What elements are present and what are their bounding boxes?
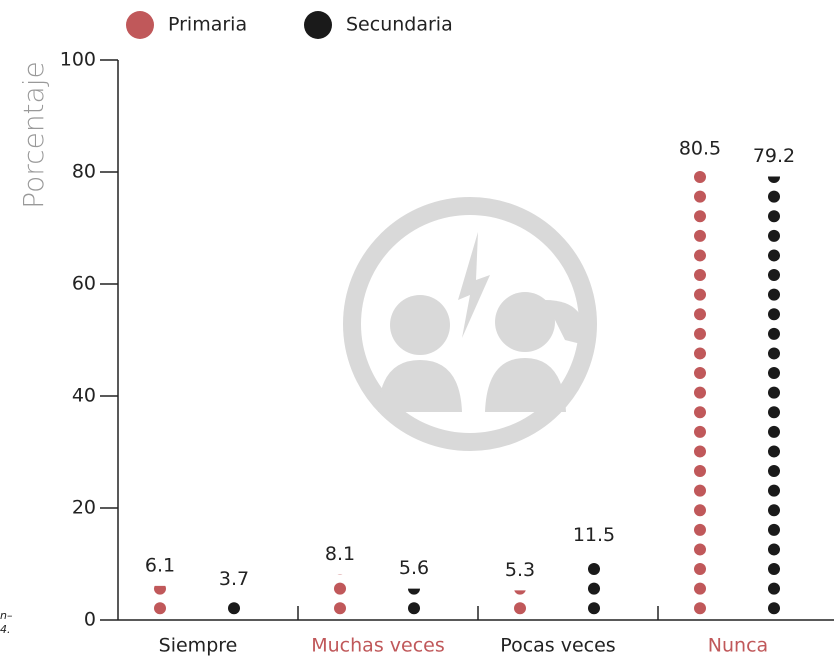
dot bbox=[768, 406, 780, 419]
x-tick-label: Muchas veces bbox=[311, 635, 444, 657]
dot bbox=[337, 574, 343, 576]
dot bbox=[768, 327, 780, 340]
dot-column bbox=[334, 574, 346, 615]
y-axis-label: Porcentaje bbox=[17, 61, 50, 208]
dot bbox=[768, 523, 780, 536]
dot bbox=[768, 484, 780, 497]
dot-column bbox=[768, 176, 780, 615]
dot bbox=[694, 327, 706, 340]
dot bbox=[694, 425, 706, 438]
value-label: 80.5 bbox=[679, 138, 721, 160]
dot bbox=[694, 249, 706, 262]
dot bbox=[694, 367, 706, 380]
dot-column bbox=[408, 588, 420, 615]
dot bbox=[694, 288, 706, 301]
dot bbox=[768, 210, 780, 223]
dot bbox=[694, 445, 706, 458]
dot bbox=[694, 563, 706, 576]
dot bbox=[768, 249, 780, 262]
watermark bbox=[343, 197, 597, 451]
legend-label: Primaria bbox=[168, 14, 247, 36]
dot bbox=[768, 504, 780, 517]
legend-label: Secundaria bbox=[346, 14, 453, 36]
dot bbox=[694, 308, 706, 321]
value-label: 8.1 bbox=[325, 543, 355, 565]
dot bbox=[588, 582, 600, 595]
legend-swatch bbox=[304, 11, 332, 39]
dot bbox=[588, 563, 600, 576]
x-tick-label: Siempre bbox=[159, 635, 238, 657]
dot bbox=[694, 582, 706, 595]
dot bbox=[154, 585, 166, 595]
dot-column bbox=[228, 602, 240, 615]
dot bbox=[334, 582, 346, 595]
dot bbox=[768, 425, 780, 438]
y-tick-label: 20 bbox=[72, 497, 96, 519]
dot bbox=[154, 602, 166, 615]
footnote: 4. bbox=[0, 623, 11, 636]
dot bbox=[588, 602, 600, 615]
dot bbox=[694, 347, 706, 360]
dot bbox=[768, 269, 780, 282]
dot bbox=[694, 465, 706, 478]
y-tick-label: 80 bbox=[72, 161, 96, 183]
dot bbox=[228, 602, 240, 615]
dot bbox=[408, 588, 420, 595]
dot bbox=[768, 543, 780, 556]
dot bbox=[768, 367, 780, 380]
dot bbox=[694, 171, 706, 184]
dot-column bbox=[514, 590, 526, 615]
dot bbox=[768, 176, 780, 184]
dot-column bbox=[694, 171, 706, 615]
dot bbox=[514, 590, 526, 595]
dot-column bbox=[588, 563, 600, 615]
dot bbox=[514, 602, 526, 615]
value-label: 6.1 bbox=[145, 554, 175, 576]
dot bbox=[408, 602, 420, 615]
dot bbox=[768, 229, 780, 242]
x-tick-label: Nunca bbox=[708, 635, 768, 657]
dot bbox=[768, 190, 780, 203]
dot bbox=[694, 484, 706, 497]
dot bbox=[768, 445, 780, 458]
dot bbox=[694, 210, 706, 223]
dot bbox=[768, 308, 780, 321]
dot bbox=[694, 190, 706, 203]
value-label: 79.2 bbox=[753, 145, 795, 167]
dot bbox=[768, 347, 780, 360]
dot bbox=[768, 582, 780, 595]
dot-column bbox=[154, 585, 166, 615]
y-tick-label: 40 bbox=[72, 385, 96, 407]
dot bbox=[694, 543, 706, 556]
dot bbox=[694, 523, 706, 536]
dot bbox=[334, 602, 346, 615]
dot bbox=[768, 563, 780, 576]
dot bbox=[694, 406, 706, 419]
dot bbox=[694, 229, 706, 242]
value-label: 5.6 bbox=[399, 557, 429, 579]
y-tick-label: 60 bbox=[72, 273, 96, 295]
value-label: 11.5 bbox=[573, 524, 615, 546]
dot bbox=[768, 602, 780, 615]
dot bbox=[694, 602, 706, 615]
dot bbox=[768, 386, 780, 399]
legend-swatch bbox=[126, 11, 154, 39]
y-tick-label: 0 bbox=[84, 609, 96, 631]
value-label: 5.3 bbox=[505, 559, 535, 581]
value-label: 3.7 bbox=[219, 568, 249, 590]
dot bbox=[694, 504, 706, 517]
footnote: n– bbox=[0, 609, 13, 622]
dot bbox=[694, 269, 706, 282]
x-tick-label: Pocas veces bbox=[500, 635, 615, 657]
y-tick-label: 100 bbox=[60, 49, 96, 71]
dot bbox=[694, 386, 706, 399]
dot bbox=[768, 288, 780, 301]
dot bbox=[768, 465, 780, 478]
